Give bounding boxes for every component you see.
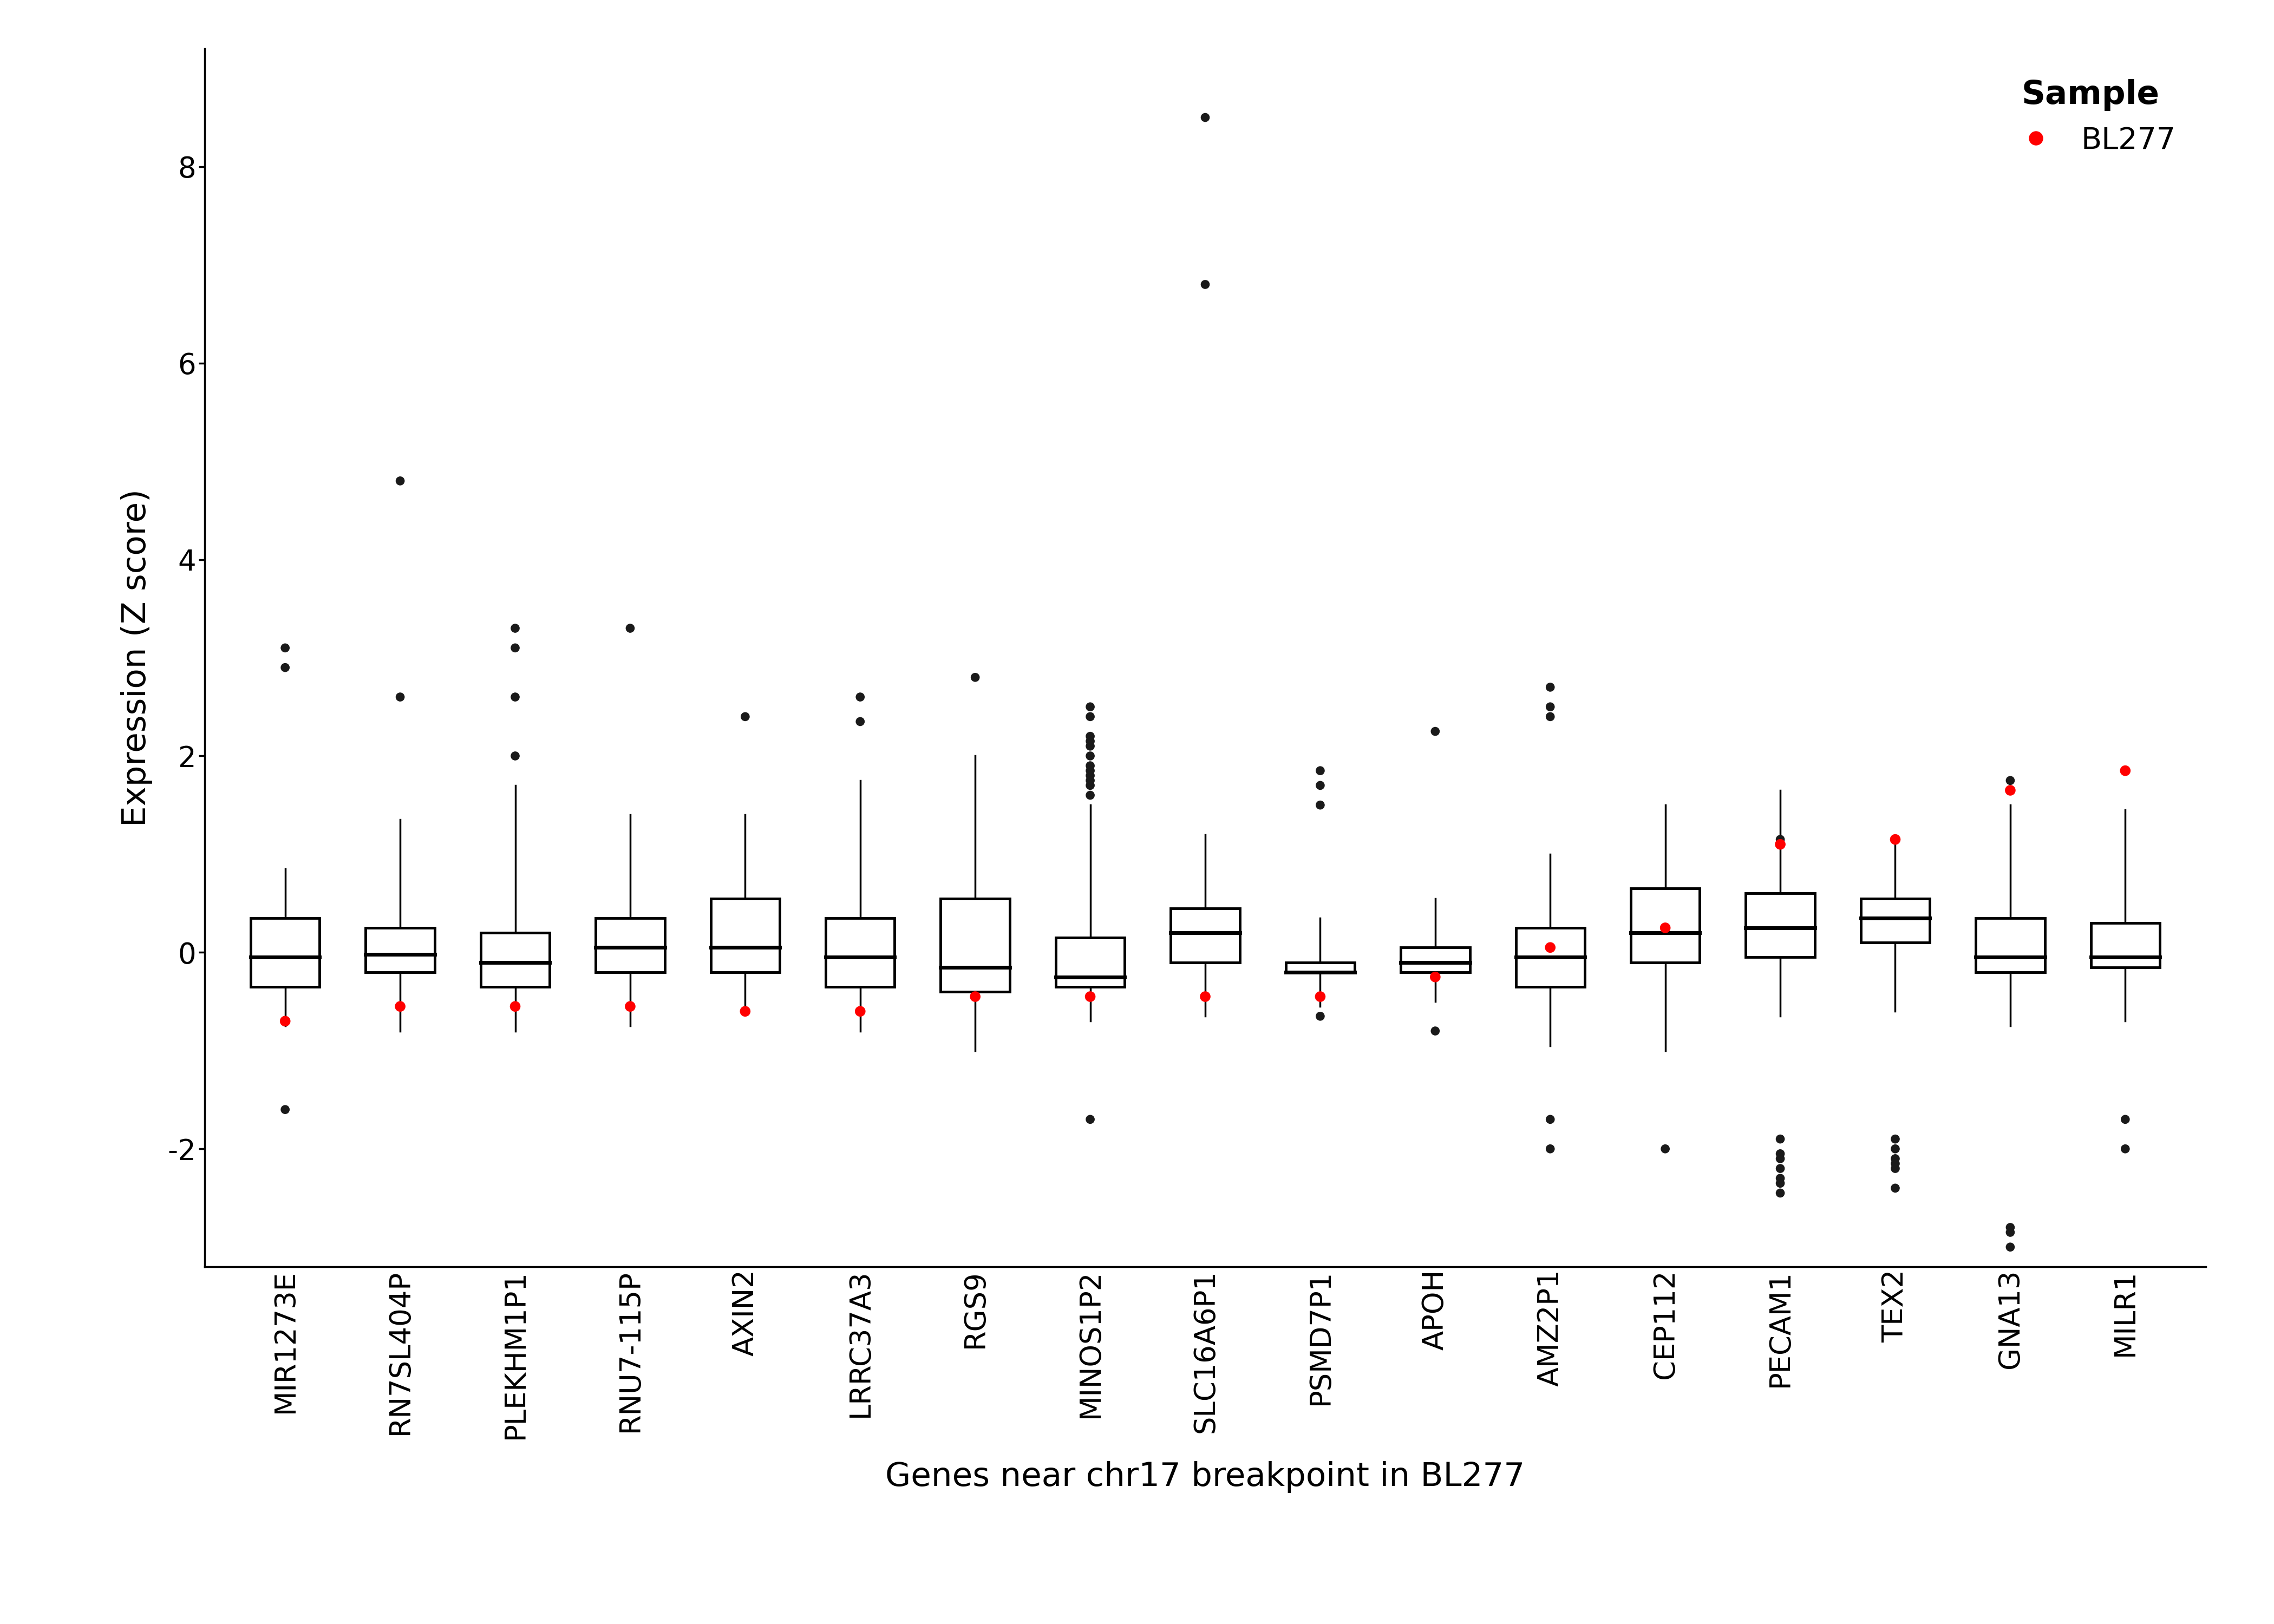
- Point: [1762, 1156, 1799, 1182]
- Point: [498, 615, 534, 641]
- Point: [498, 635, 534, 661]
- Point: [1762, 1171, 1799, 1197]
- Point: [1876, 1145, 1912, 1171]
- Point: [1533, 693, 1569, 719]
- Point: [1762, 1166, 1799, 1192]
- Point: [841, 684, 878, 710]
- Point: [1071, 728, 1107, 754]
- Bar: [1517, 927, 1585, 987]
- Point: [382, 468, 418, 494]
- Point: [1187, 984, 1223, 1010]
- Point: [1533, 1106, 1569, 1132]
- Point: [1071, 763, 1107, 789]
- Bar: [1630, 888, 1699, 961]
- Point: [1417, 1018, 1453, 1044]
- Point: [1071, 693, 1107, 719]
- Point: [1762, 831, 1799, 857]
- Point: [1533, 674, 1569, 700]
- Point: [1762, 827, 1799, 853]
- Point: [1876, 1156, 1912, 1182]
- Point: [1071, 754, 1107, 780]
- Point: [1876, 1176, 1912, 1202]
- Bar: [1171, 908, 1239, 961]
- Point: [1303, 1004, 1339, 1030]
- Point: [612, 994, 648, 1020]
- Bar: [1976, 918, 2044, 973]
- Point: [957, 664, 994, 690]
- Point: [841, 999, 878, 1025]
- Point: [1762, 1181, 1799, 1207]
- Point: [1303, 758, 1339, 784]
- Bar: [1860, 898, 1931, 942]
- Point: [612, 615, 648, 641]
- Bar: [366, 927, 434, 973]
- Point: [2108, 1106, 2144, 1132]
- Point: [1303, 793, 1339, 818]
- Point: [1992, 1220, 2028, 1246]
- Point: [266, 1096, 302, 1122]
- Point: [382, 994, 418, 1020]
- Point: [1876, 827, 1912, 853]
- Bar: [2090, 922, 2160, 968]
- Point: [1533, 1135, 1569, 1161]
- Point: [266, 654, 302, 680]
- Bar: [1746, 893, 1815, 957]
- Point: [1303, 984, 1339, 1010]
- Bar: [1055, 937, 1126, 987]
- Y-axis label: Expression (Z score): Expression (Z score): [121, 489, 152, 827]
- Point: [1071, 758, 1107, 784]
- Point: [1071, 773, 1107, 799]
- Point: [728, 999, 764, 1025]
- Point: [1992, 778, 2028, 804]
- Point: [1876, 1135, 1912, 1161]
- Point: [1071, 783, 1107, 809]
- Point: [841, 708, 878, 734]
- Bar: [712, 898, 780, 973]
- Point: [382, 684, 418, 710]
- Point: [1071, 1106, 1107, 1132]
- Point: [1646, 1135, 1683, 1161]
- Point: [2108, 758, 2144, 784]
- Point: [1187, 104, 1223, 130]
- Point: [1876, 1125, 1912, 1151]
- Point: [1762, 1125, 1799, 1151]
- Point: [498, 684, 534, 710]
- Point: [1071, 703, 1107, 729]
- Point: [1992, 768, 2028, 794]
- Point: [728, 703, 764, 729]
- Point: [1071, 984, 1107, 1010]
- Point: [1417, 965, 1453, 991]
- Point: [498, 742, 534, 768]
- Bar: [1401, 947, 1469, 973]
- Point: [1303, 773, 1339, 799]
- Point: [1876, 1150, 1912, 1176]
- Point: [1071, 723, 1107, 749]
- Point: [1762, 1140, 1799, 1166]
- Point: [1992, 1215, 2028, 1241]
- Point: [1417, 718, 1453, 744]
- Point: [1992, 1234, 2028, 1260]
- Point: [1071, 742, 1107, 768]
- Point: [957, 984, 994, 1010]
- Point: [1533, 934, 1569, 960]
- Point: [1533, 703, 1569, 729]
- Point: [1187, 271, 1223, 297]
- Point: [2108, 758, 2144, 784]
- Point: [1762, 1145, 1799, 1171]
- Bar: [1285, 961, 1355, 973]
- Bar: [480, 932, 550, 987]
- Point: [1071, 732, 1107, 758]
- Legend: BL277: BL277: [1990, 63, 2190, 171]
- Point: [1071, 768, 1107, 794]
- Bar: [250, 918, 321, 987]
- Point: [1646, 914, 1683, 940]
- Point: [266, 635, 302, 661]
- Point: [266, 1009, 302, 1034]
- Point: [498, 994, 534, 1020]
- Bar: [596, 918, 664, 973]
- Point: [2108, 1135, 2144, 1161]
- X-axis label: Genes near chr17 breakpoint in BL277: Genes near chr17 breakpoint in BL277: [885, 1462, 1526, 1492]
- Bar: [825, 918, 894, 987]
- Bar: [941, 898, 1010, 992]
